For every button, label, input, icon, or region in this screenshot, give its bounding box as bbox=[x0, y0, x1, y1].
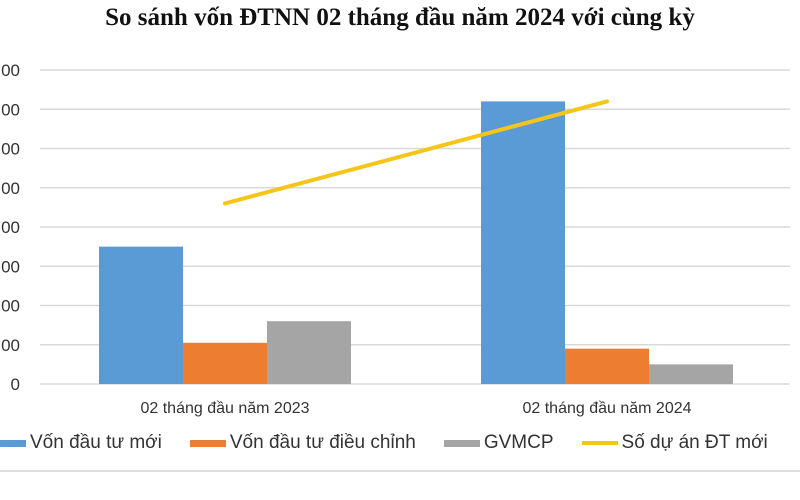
legend-label: Số dự án ĐT mới bbox=[621, 432, 768, 453]
legend-label: GVMCP bbox=[483, 432, 554, 453]
legend-item: GVMCP bbox=[443, 432, 554, 454]
legend-item: Vốn đầu tư mới bbox=[0, 432, 162, 454]
bar-vốn-đầu-tư-mới bbox=[481, 101, 565, 385]
y-tick-label: 00 bbox=[1, 61, 20, 80]
bar-vốn-đầu-tư-điều-chỉnh bbox=[183, 342, 267, 384]
legend-item: Số dự án ĐT mới bbox=[581, 432, 768, 454]
bar-vốn-đầu-tư-điều-chỉnh bbox=[565, 348, 649, 384]
legend-label: Vốn đầu tư điều chỉnh bbox=[229, 432, 416, 453]
y-tick-label: 00 bbox=[1, 179, 20, 198]
bar-gvmcp bbox=[649, 364, 733, 384]
y-tick-label: 0 bbox=[11, 375, 20, 394]
line-series bbox=[223, 99, 609, 206]
legend-swatch bbox=[0, 439, 26, 447]
divider bbox=[0, 470, 800, 472]
x-tick-label: 02 tháng đầu năm 2024 bbox=[522, 400, 691, 417]
legend-swatch bbox=[189, 439, 226, 447]
legend-swatch bbox=[443, 439, 480, 447]
y-tick-label: 00 bbox=[1, 100, 20, 119]
bar-vốn-đầu-tư-mới bbox=[99, 246, 183, 384]
chart-title: So sánh vốn ĐTNN 02 tháng đầu năm 2024 v… bbox=[105, 4, 695, 31]
y-tick-label: 00 bbox=[1, 297, 20, 316]
legend-label: Vốn đầu tư mới bbox=[30, 432, 162, 453]
y-tick-label: 00 bbox=[1, 336, 20, 355]
legend-swatch bbox=[581, 441, 618, 445]
x-tick-label: 02 tháng đầu năm 2023 bbox=[140, 400, 309, 417]
legend: Vốn đầu tư mới Vốn đầu tư điều chỉnh GVM… bbox=[0, 432, 768, 454]
legend-item: Vốn đầu tư điều chỉnh bbox=[189, 432, 416, 454]
y-tick-label: 00 bbox=[1, 140, 20, 159]
y-tick-label: 00 bbox=[1, 257, 20, 276]
bar-gvmcp bbox=[267, 321, 351, 384]
y-tick-label: 00 bbox=[1, 218, 20, 237]
